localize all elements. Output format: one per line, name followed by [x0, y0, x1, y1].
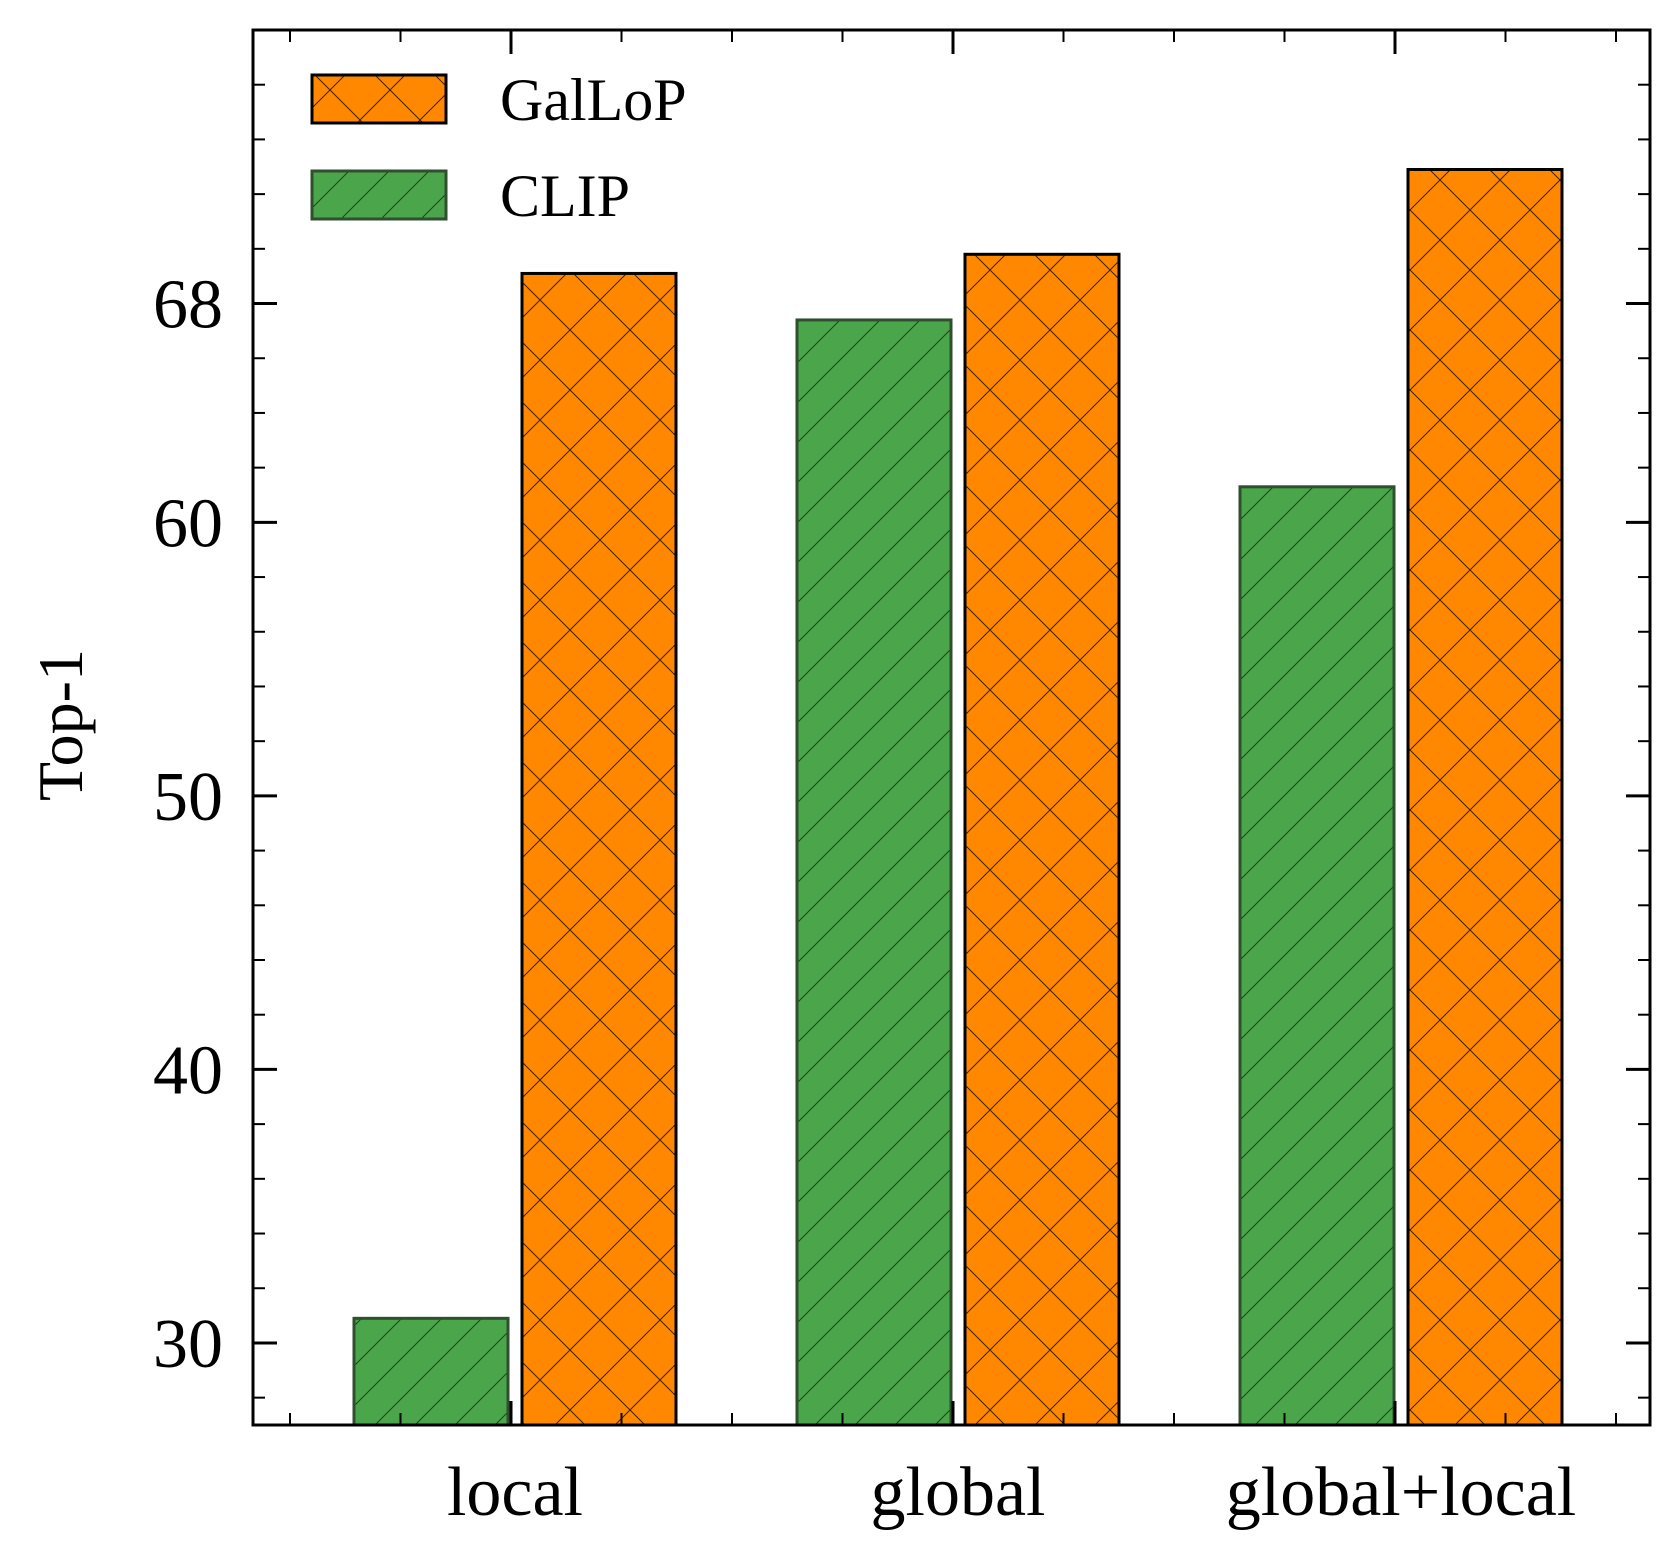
- y-tick-label: 68: [153, 267, 223, 344]
- bar-clip-local: [352, 1316, 510, 1427]
- bar-gallop-local: [520, 271, 678, 1427]
- x-tick-label: global: [871, 1454, 1046, 1531]
- x-tick-label: global+local: [1226, 1454, 1576, 1531]
- bar-gallop-global-local: [1406, 168, 1564, 1427]
- legend-label-gallop: GalLoP: [500, 67, 687, 133]
- y-tick-label: 30: [153, 1306, 223, 1383]
- bar-clip-global-local: [1238, 485, 1396, 1427]
- axes-layer: local global global+local 30 40 50 60 68: [153, 28, 1652, 1531]
- bars-layer: [352, 168, 1564, 1427]
- legend: GalLoP CLIP: [310, 67, 687, 229]
- bar-clip-global: [795, 318, 953, 1427]
- bar-gallop-global: [963, 252, 1121, 1427]
- y-axis-label: Top-1: [25, 649, 96, 801]
- y-tick-label: 40: [153, 1032, 223, 1109]
- x-tick-label: local: [447, 1454, 583, 1531]
- legend-label-clip: CLIP: [500, 163, 630, 229]
- y-tick-label: 50: [153, 759, 223, 836]
- legend-item-gallop: GalLoP: [310, 67, 687, 133]
- y-tick-label: 60: [153, 485, 223, 562]
- legend-item-clip: CLIP: [310, 163, 630, 229]
